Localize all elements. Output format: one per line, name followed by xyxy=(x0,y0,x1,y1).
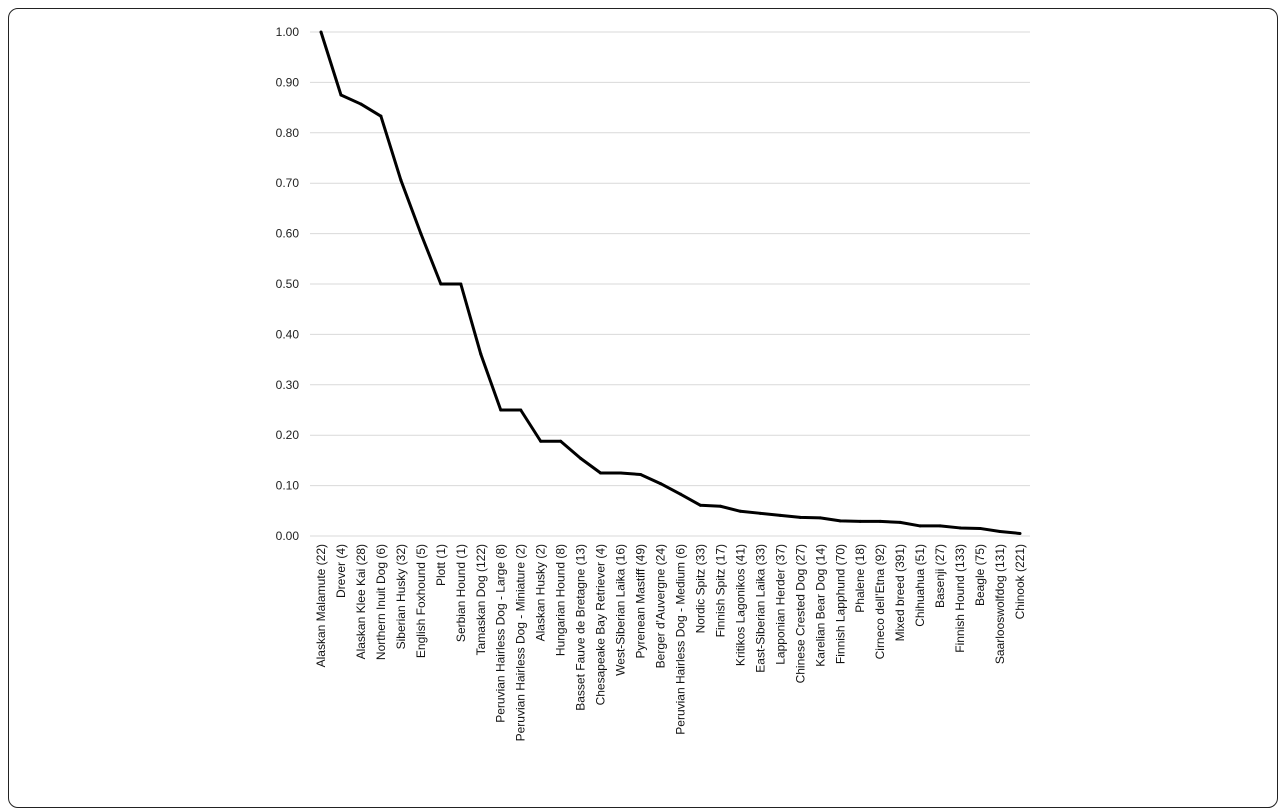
data-point xyxy=(678,492,682,496)
data-point xyxy=(539,439,543,443)
data-points xyxy=(319,30,1022,535)
data-point xyxy=(938,524,942,528)
x-tick-label: Mixed breed (391) xyxy=(893,544,907,641)
data-point xyxy=(479,352,483,356)
y-tick-label: 0.00 xyxy=(276,529,300,543)
data-point xyxy=(838,519,842,523)
data-point xyxy=(419,232,423,236)
y-tick-label: 0.10 xyxy=(276,479,300,493)
data-point xyxy=(738,509,742,513)
x-tick-label: Chinese Crested Dog (27) xyxy=(793,544,807,683)
x-tick-label: Siberian Husky (32) xyxy=(394,544,408,649)
data-point xyxy=(718,504,722,508)
x-tick-label: Peruvian Hairless Dog - Miniature (2) xyxy=(514,544,528,741)
x-tick-label: Finnish Hound (133) xyxy=(953,544,967,653)
x-tick-label: Basset Fauve de Bretagne (13) xyxy=(574,544,588,711)
data-point xyxy=(579,456,583,460)
data-point xyxy=(439,282,443,286)
data-point xyxy=(619,471,623,475)
y-tick-label: 0.50 xyxy=(276,277,300,291)
data-point xyxy=(978,526,982,530)
data-point xyxy=(918,524,922,528)
gridlines xyxy=(310,31,1030,537)
data-point xyxy=(858,519,862,523)
x-tick-label: Nordic Spitz (33) xyxy=(693,544,707,633)
x-tick-label: Berger d'Auvergne (24) xyxy=(654,544,668,668)
x-tick-label: Alaskan Husky (2) xyxy=(534,544,548,641)
data-point xyxy=(559,439,563,443)
data-point xyxy=(1018,531,1022,535)
data-point xyxy=(499,408,503,412)
x-tick-label: Chinook (221) xyxy=(1013,544,1027,619)
data-point xyxy=(339,93,343,97)
x-tick-label: Karelian Bear Dog (14) xyxy=(813,544,827,667)
x-tick-label: Chesapeake Bay Retriever (4) xyxy=(594,544,608,705)
data-point xyxy=(639,473,643,477)
x-axis: Alaskan Malamute (22) Drever (4) Alaskan K… xyxy=(314,544,1027,741)
x-tick-label: Tamaskan Dog (122) xyxy=(474,544,488,655)
x-tick-label: Serbian Hound (1) xyxy=(454,544,468,642)
y-tick-label: 0.70 xyxy=(276,176,300,190)
y-tick-label: 0.90 xyxy=(276,75,300,89)
data-point xyxy=(659,482,663,486)
data-point xyxy=(778,513,782,517)
x-tick-label: West-Siberian Laika (16) xyxy=(614,544,628,676)
x-tick-label: Finnish Spitz (17) xyxy=(713,544,727,637)
data-point xyxy=(818,516,822,520)
y-tick-label: 0.60 xyxy=(276,227,300,241)
y-tick-label: 0.80 xyxy=(276,126,300,140)
x-tick-label: Alaskan Klee Kai (28) xyxy=(354,544,368,659)
x-tick-label: Phalene (18) xyxy=(853,544,867,613)
series-line xyxy=(319,31,1021,535)
x-tick-label: Finnish Lapphund (70) xyxy=(833,544,847,664)
data-point xyxy=(459,282,463,286)
x-tick-label: Cirneco dell’Etna (92) xyxy=(873,544,887,659)
data-point xyxy=(359,102,363,106)
x-tick-label: Peruvian Hairless Dog - Medium (6) xyxy=(673,544,687,735)
x-tick-label: East-Siberian Laika (33) xyxy=(753,544,767,673)
x-tick-label: Drever (4) xyxy=(334,544,348,598)
x-tick-label: Alaskan Malamute (22) xyxy=(314,544,328,667)
data-point xyxy=(798,515,802,519)
data-point xyxy=(898,520,902,524)
x-tick-label: Pyrenean Mastiff (49) xyxy=(634,544,648,659)
data-point xyxy=(599,471,603,475)
x-tick-label: Chihuahua (51) xyxy=(913,544,927,627)
data-point xyxy=(379,114,383,118)
y-axis: 0.00 0.10 0.20 0.30 0.40 0.50 0.60 0.70 0.80 0.90… xyxy=(276,25,300,543)
data-point xyxy=(878,519,882,523)
x-tick-label: Kritikos Lagonikos (41) xyxy=(733,544,747,666)
data-point xyxy=(998,529,1002,533)
y-tick-label: 0.20 xyxy=(276,428,300,442)
x-tick-label: Plott (1) xyxy=(434,544,448,586)
x-tick-label: Northern Inuit Dog (6) xyxy=(374,544,388,660)
data-point xyxy=(958,526,962,530)
y-tick-label: 0.30 xyxy=(276,378,300,392)
x-tick-label: Hungarian Hound (8) xyxy=(554,544,568,656)
data-point xyxy=(319,30,323,34)
x-tick-label: Peruvian Hairless Dog - Large (8) xyxy=(494,544,508,723)
data-point xyxy=(519,408,523,412)
data-point xyxy=(758,511,762,515)
x-tick-label: Beagle (75) xyxy=(973,544,987,606)
x-tick-label: Saarlooswolfdog (131) xyxy=(993,544,1007,664)
data-point xyxy=(698,503,702,507)
x-tick-label: Basenji (27) xyxy=(933,544,947,608)
y-tick-label: 0.40 xyxy=(276,327,300,341)
x-tick-label: English Foxhound (5) xyxy=(414,544,428,658)
x-tick-label: Lapponian Herder (37) xyxy=(773,544,787,665)
y-tick-label: 1.00 xyxy=(276,25,300,39)
data-point xyxy=(399,178,403,182)
